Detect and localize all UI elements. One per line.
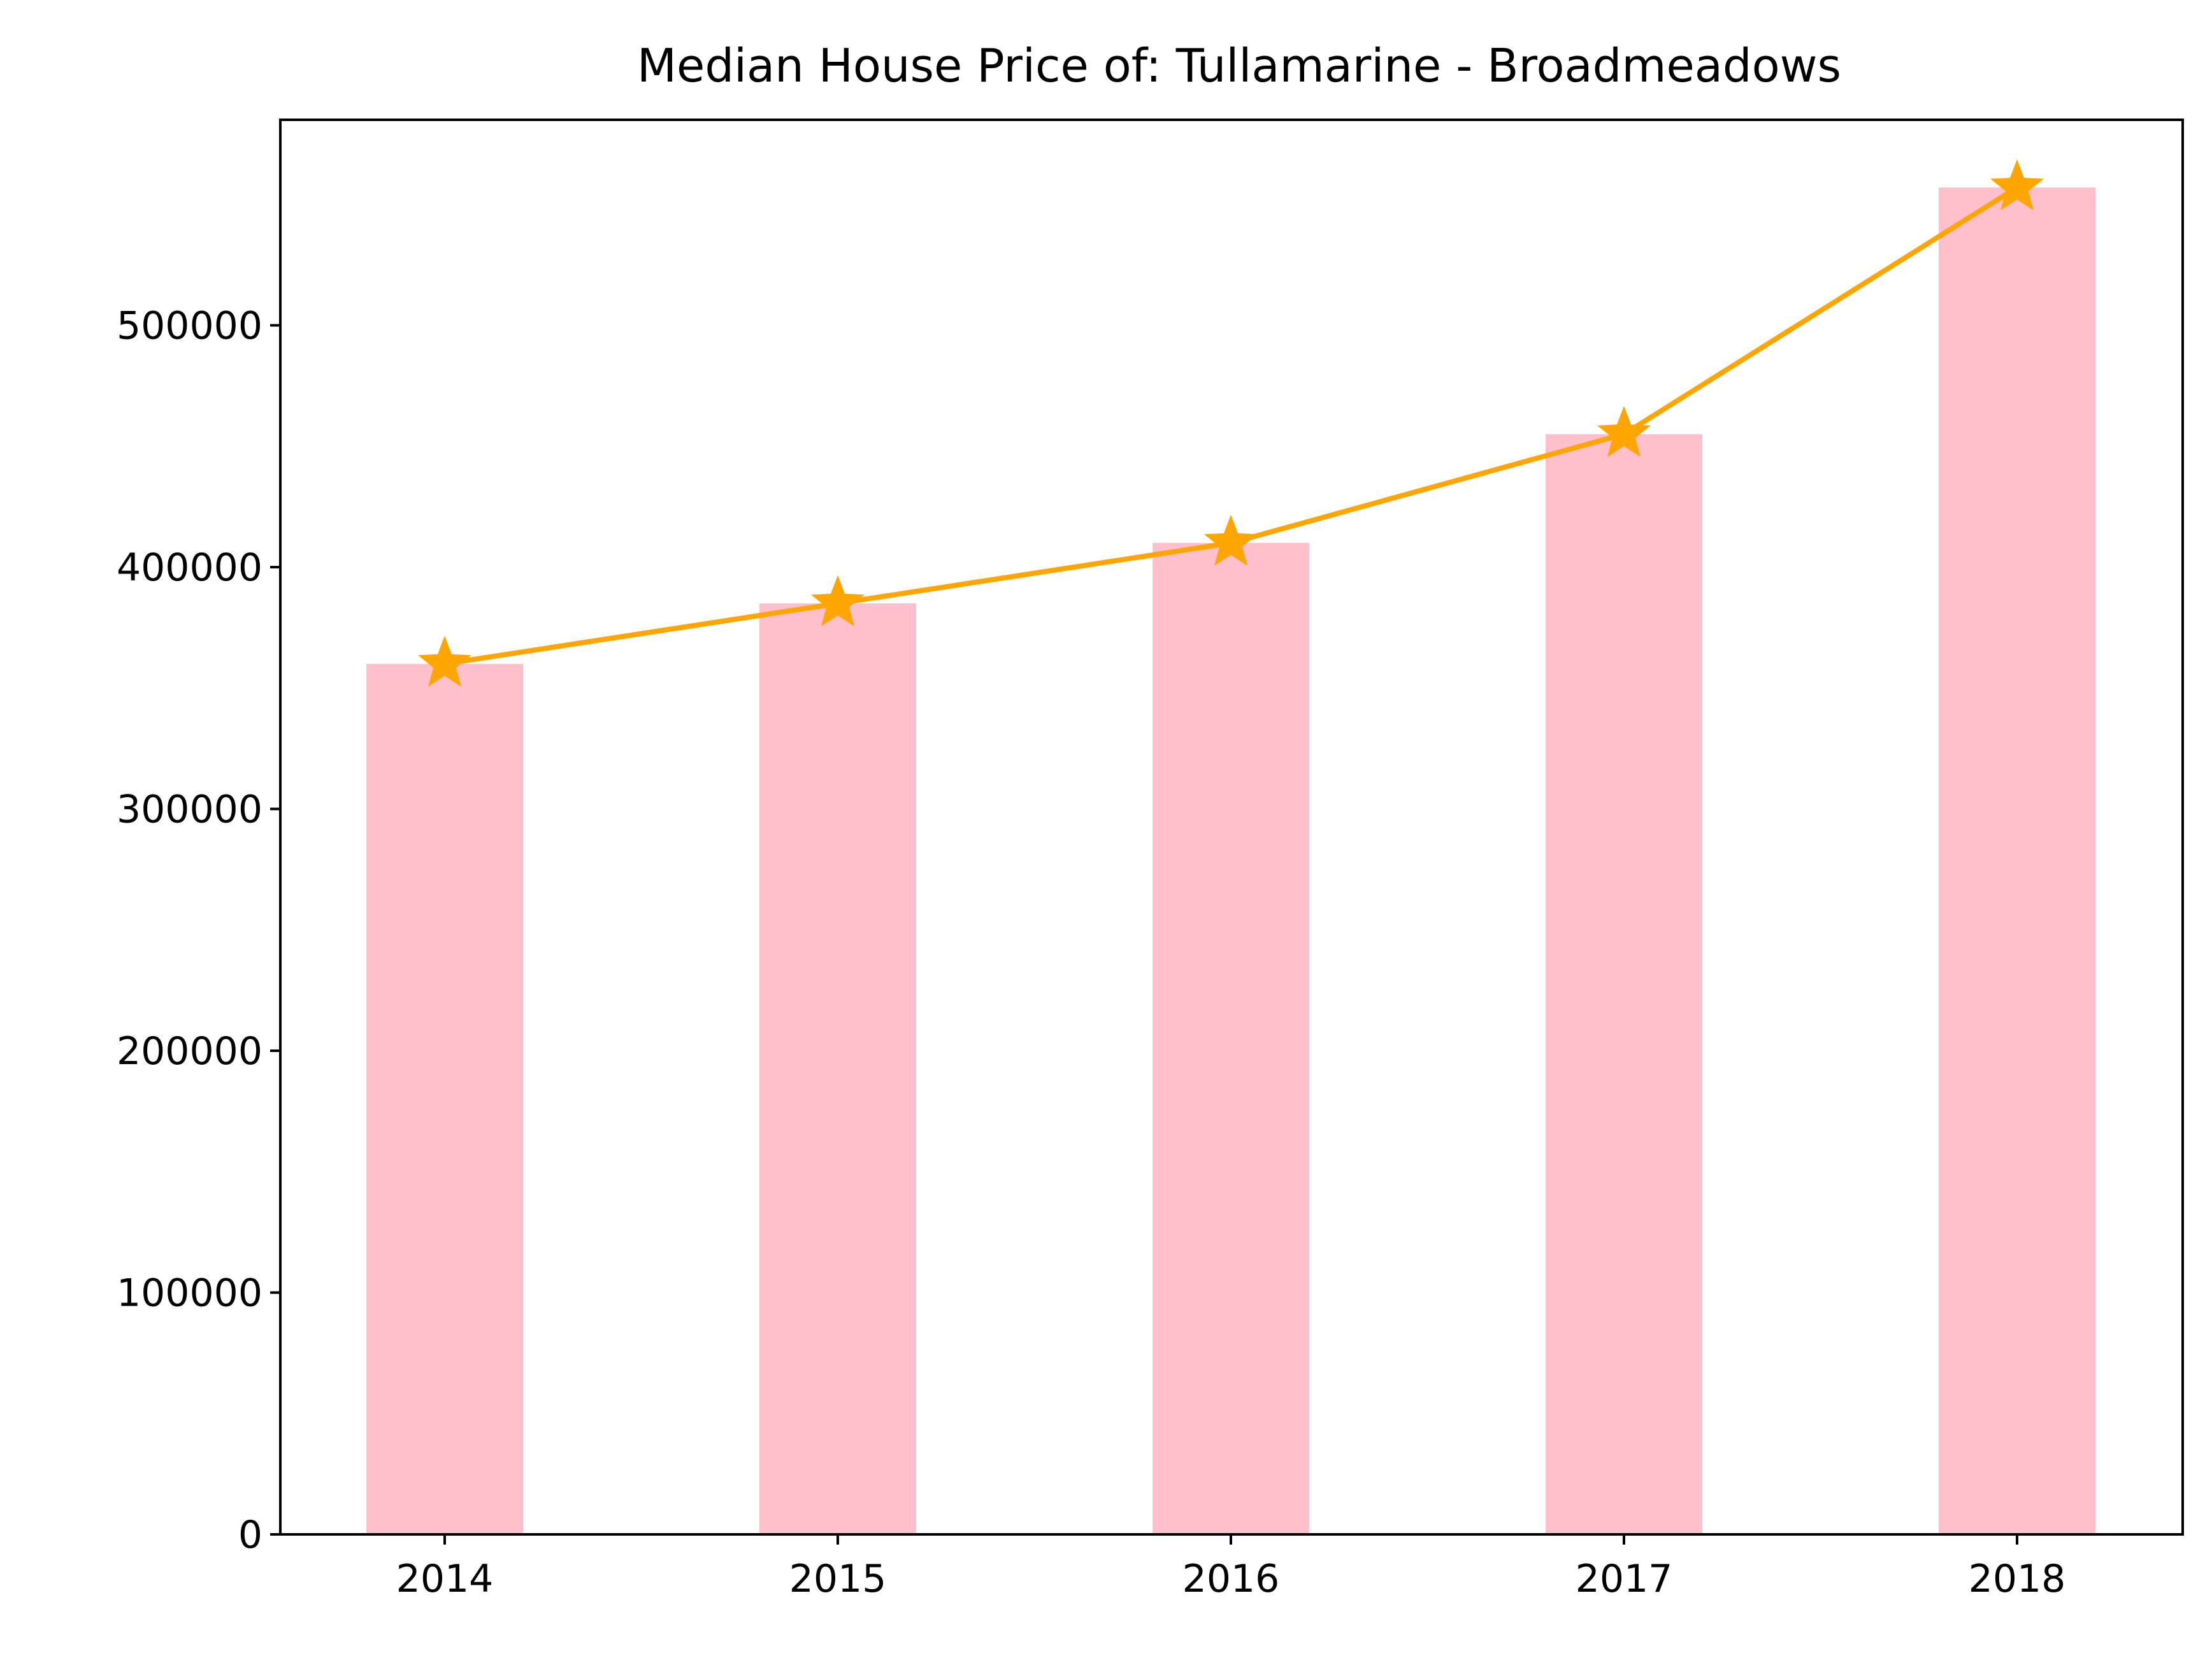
y-tick-label: 300000 [117,788,262,832]
x-tick-label: 2014 [396,1557,494,1601]
x-axis: 2014 2015 2016 2017 2018 [396,1534,2066,1601]
line-marker-2015 [810,575,865,626]
line-marker-2014 [417,635,472,687]
x-tick-label: 2015 [789,1557,887,1601]
bar-2014 [366,663,523,1534]
bar-2018 [1939,187,2095,1535]
y-tick-label: 200000 [117,1029,262,1074]
bar-series [366,187,2095,1535]
y-axis: 0 100000 200000 300000 400000 500000 [117,304,280,1557]
y-tick-label: 500000 [117,304,262,349]
bar-2016 [1153,543,1309,1534]
y-tick-label: 0 [238,1513,262,1557]
x-tick-label: 2016 [1182,1557,1280,1601]
x-tick-label: 2018 [1969,1557,2066,1601]
y-tick-label: 400000 [117,545,262,590]
line-marker-2017 [1597,406,1651,458]
line-marker-2018 [1990,159,2044,210]
bar-2015 [759,603,916,1534]
chart-title: Median House Price of: Tullamarine - Bro… [637,39,1841,92]
bar-2017 [1546,434,1702,1535]
x-tick-label: 2017 [1576,1557,1673,1601]
y-tick-label: 100000 [117,1271,262,1316]
line-series [417,159,2044,687]
line-marker-2016 [1204,514,1258,566]
plot-frame [279,119,2184,1536]
